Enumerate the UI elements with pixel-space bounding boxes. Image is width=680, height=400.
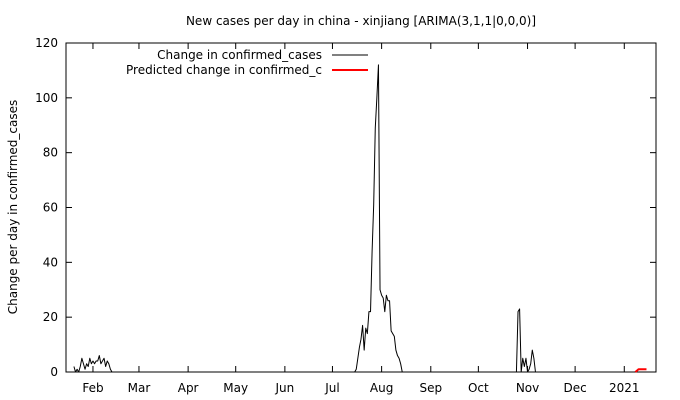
plot-frame — [65, 42, 657, 373]
y-axis-label: Change per day in confirmed_cases — [6, 100, 20, 315]
ticks-layer: 0 20 40 60 80 100 120 Feb Mar Apr May Jun Jul Aug Sep O… — [35, 36, 656, 395]
observed-series-line — [73, 64, 536, 373]
x-tick-label: Feb — [82, 381, 103, 395]
y-tick-label: 100 — [35, 91, 58, 105]
y-tick-label: 120 — [35, 36, 58, 50]
legend-label-observed: Change in confirmed_cases — [157, 48, 322, 62]
x-tick-label: Nov — [516, 381, 539, 395]
x-tick-label: Oct — [468, 381, 489, 395]
legend-label-predicted: Predicted change in confirmed_c — [126, 63, 322, 77]
x-tick-label: Aug — [370, 381, 393, 395]
y-tick-label: 0 — [50, 365, 58, 379]
legend: Change in confirmed_cases Predicted chan… — [126, 48, 368, 77]
y-tick-label: 60 — [43, 201, 58, 215]
x-tick-label: Sep — [419, 381, 442, 395]
x-tick-label: Jul — [324, 381, 339, 395]
series-layer — [73, 64, 647, 373]
x-tick-label: Apr — [178, 381, 199, 395]
predicted-series-line — [634, 368, 647, 373]
y-tick-label: 20 — [43, 310, 58, 324]
x-tick-label: 2021 — [609, 381, 640, 395]
x-tick-label: Jun — [274, 381, 294, 395]
y-tick-label: 80 — [43, 146, 58, 160]
x-tick-label: May — [223, 381, 248, 395]
y-tick-label: 40 — [43, 255, 58, 269]
x-tick-label: Dec — [563, 381, 586, 395]
x-tick-label: Mar — [128, 381, 151, 395]
chart-title: New cases per day in china - xinjiang [A… — [186, 14, 536, 28]
